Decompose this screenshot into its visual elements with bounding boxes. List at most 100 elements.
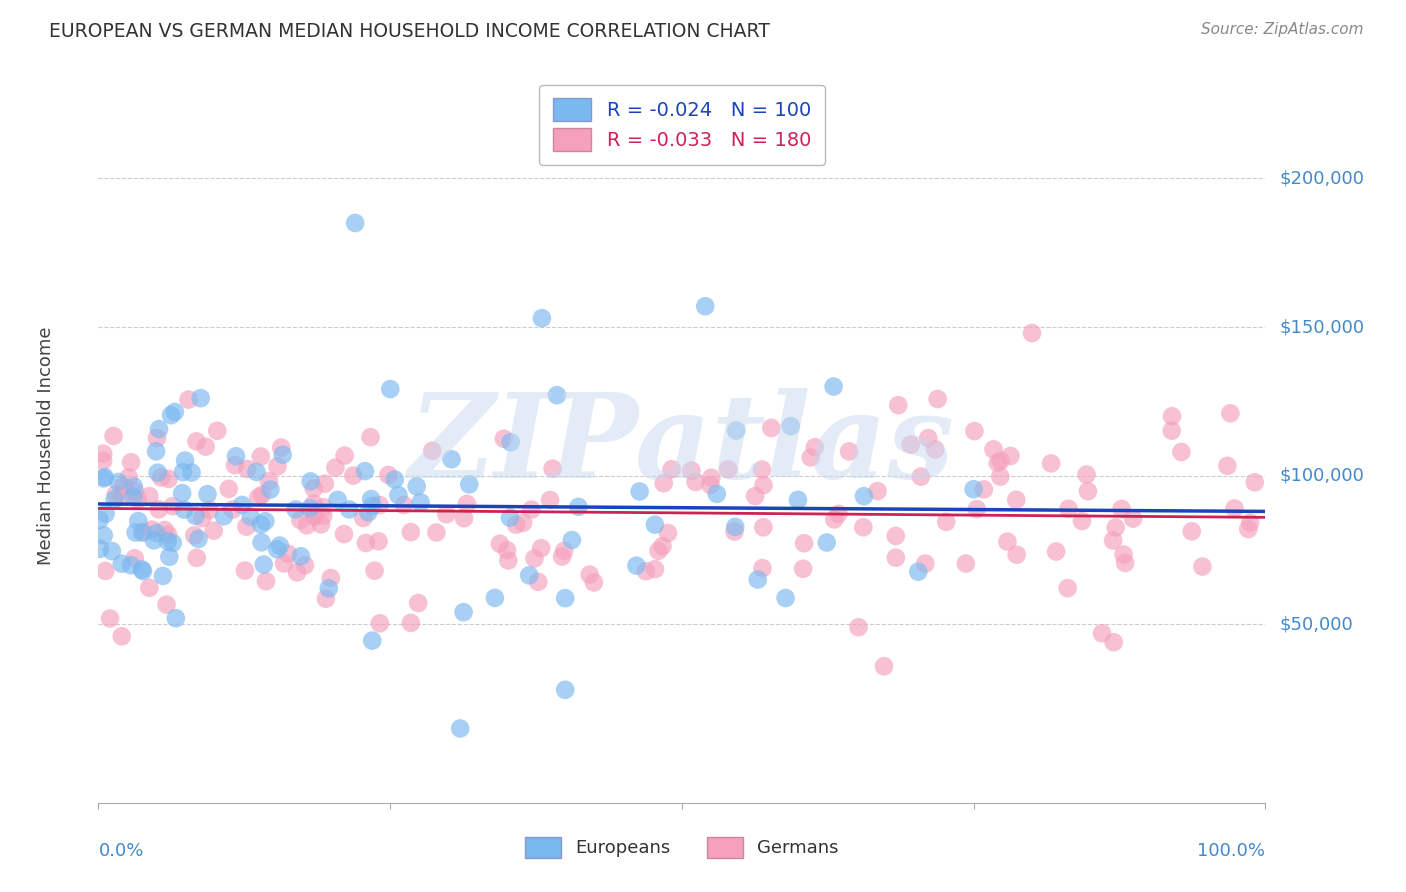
Point bbox=[988, 469, 1011, 483]
Point bbox=[377, 467, 399, 482]
Point bbox=[259, 483, 281, 497]
Point bbox=[172, 465, 194, 479]
Point bbox=[744, 489, 766, 503]
Point bbox=[554, 591, 576, 606]
Point bbox=[266, 542, 288, 557]
Point bbox=[304, 509, 326, 524]
Point bbox=[103, 429, 125, 443]
Point bbox=[357, 505, 380, 519]
Text: 100.0%: 100.0% bbox=[1198, 842, 1265, 860]
Point bbox=[505, 517, 527, 532]
Point bbox=[156, 534, 179, 549]
Point bbox=[218, 482, 240, 496]
Point bbox=[165, 611, 187, 625]
Point bbox=[907, 565, 929, 579]
Point bbox=[127, 514, 149, 528]
Point bbox=[1056, 581, 1078, 595]
Point bbox=[700, 471, 723, 485]
Point bbox=[290, 513, 312, 527]
Point bbox=[124, 525, 146, 540]
Point bbox=[492, 432, 515, 446]
Point bbox=[1216, 458, 1239, 473]
Point bbox=[551, 549, 574, 564]
Point bbox=[202, 524, 225, 538]
Point bbox=[162, 536, 184, 550]
Point bbox=[107, 475, 129, 489]
Point bbox=[626, 558, 648, 573]
Point bbox=[1005, 548, 1028, 562]
Point bbox=[312, 500, 335, 515]
Point bbox=[873, 659, 896, 673]
Point bbox=[456, 497, 478, 511]
Point bbox=[152, 569, 174, 583]
Point bbox=[440, 452, 463, 467]
Point bbox=[484, 591, 506, 605]
Point bbox=[499, 435, 522, 450]
Point bbox=[425, 525, 447, 540]
Point bbox=[405, 479, 427, 493]
Point bbox=[132, 524, 155, 539]
Point bbox=[453, 511, 475, 525]
Point bbox=[342, 468, 364, 483]
Point bbox=[302, 482, 325, 496]
Point bbox=[120, 455, 142, 469]
Point bbox=[145, 444, 167, 458]
Point bbox=[747, 573, 769, 587]
Point bbox=[222, 502, 245, 516]
Point bbox=[449, 722, 471, 736]
Point bbox=[409, 495, 432, 509]
Point bbox=[368, 616, 391, 631]
Point bbox=[827, 507, 849, 521]
Point bbox=[309, 517, 332, 532]
Text: Median Household Income: Median Household Income bbox=[37, 326, 55, 566]
Point bbox=[384, 473, 406, 487]
Point bbox=[527, 574, 550, 589]
Point bbox=[138, 581, 160, 595]
Text: $50,000: $50,000 bbox=[1279, 615, 1353, 633]
Point bbox=[1114, 556, 1136, 570]
Point bbox=[420, 443, 443, 458]
Point bbox=[344, 216, 367, 230]
Point bbox=[93, 471, 115, 485]
Point bbox=[1091, 626, 1114, 640]
Point bbox=[93, 470, 115, 484]
Point bbox=[1191, 559, 1213, 574]
Point bbox=[118, 470, 141, 484]
Point bbox=[647, 543, 669, 558]
Point bbox=[1102, 635, 1125, 649]
Point bbox=[98, 611, 121, 625]
Point bbox=[299, 475, 322, 489]
Point bbox=[253, 558, 276, 572]
Point bbox=[89, 541, 111, 556]
Point bbox=[173, 502, 195, 516]
Point bbox=[352, 511, 374, 525]
Text: $150,000: $150,000 bbox=[1279, 318, 1364, 336]
Point bbox=[399, 615, 422, 630]
Point bbox=[983, 442, 1005, 457]
Point bbox=[987, 456, 1010, 470]
Point bbox=[157, 472, 180, 486]
Point bbox=[245, 465, 267, 479]
Point bbox=[434, 507, 457, 521]
Point bbox=[104, 487, 127, 501]
Point bbox=[314, 476, 336, 491]
Point bbox=[284, 502, 307, 516]
Point bbox=[177, 392, 200, 407]
Point bbox=[499, 510, 522, 524]
Point bbox=[1102, 533, 1125, 548]
Point bbox=[145, 526, 167, 541]
Point bbox=[273, 557, 295, 571]
Point bbox=[541, 461, 564, 475]
Point bbox=[1122, 511, 1144, 525]
Point bbox=[104, 492, 127, 507]
Point bbox=[644, 562, 666, 576]
Point bbox=[1000, 449, 1022, 463]
Point bbox=[387, 488, 409, 502]
Point bbox=[361, 633, 384, 648]
Point bbox=[333, 449, 356, 463]
Point bbox=[250, 535, 273, 549]
Point bbox=[233, 564, 256, 578]
Point bbox=[567, 500, 589, 514]
Point bbox=[399, 525, 422, 540]
Point bbox=[553, 544, 575, 558]
